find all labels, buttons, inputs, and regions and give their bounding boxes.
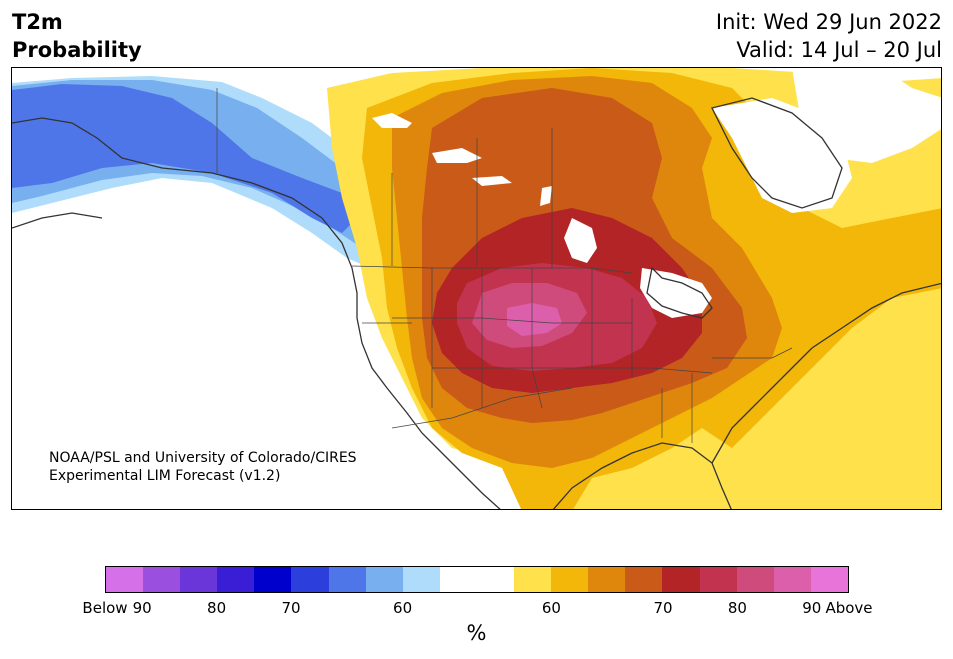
credit-line-1: NOAA/PSL and University of Colorado/CIRE… [49,450,357,466]
colorbar-above-6 [736,567,774,592]
colorbar-below-0 [106,567,144,592]
colorbar-below-8 [402,567,440,592]
colorbar-below-6 [328,567,366,592]
below-normal-region-alaska [12,76,412,273]
colorbar-above-2 [588,567,626,592]
colorbar-tick-label: Below [82,599,128,617]
chart-title: T2m Probability [12,8,142,64]
colorbar-neutral [439,567,515,592]
init-date: Init: Wed 29 Jun 2022 [715,10,942,34]
credit-line-2: Experimental LIM Forecast (v1.2) [49,468,281,484]
colorbar-below-4 [254,567,292,592]
colorbar-tick-label: 80 [207,599,227,617]
colorbar-below-2 [180,567,218,592]
colorbar-tick-label: 90 [802,599,822,617]
credit-text: NOAA/PSL and University of Colorado/CIRE… [49,449,357,485]
colorbar-above-7 [773,567,811,592]
colorbar-below-1 [143,567,181,592]
colorbar-above-1 [551,567,589,592]
map-svg [12,68,941,509]
colorbar-tick-label: Above [825,599,873,617]
title-line-variable: T2m [12,10,63,34]
colorbar-below-7 [365,567,403,592]
valid-date: Valid: 14 Jul – 20 Jul [736,38,942,62]
colorbar-below-3 [217,567,255,592]
colorbar-tick-label: 70 [281,599,301,617]
colorbar-above-8 [810,567,848,592]
colorbar-above-3 [625,567,663,592]
coastlines [12,97,941,509]
title-line-type: Probability [12,38,142,62]
forecast-dates: Init: Wed 29 Jun 2022 Valid: 14 Jul – 20… [716,8,942,64]
colorbar [105,566,849,593]
colorbar-below-5 [291,567,329,592]
colorbar-tick-label: 80 [727,599,747,617]
colorbar-tick-label: 70 [653,599,673,617]
colorbar-ticks: Below 90 80 70 60 60 70 80 90 Above [82,599,872,619]
colorbar-above-0 [514,567,552,592]
colorbar-units: % [466,621,487,645]
political-borders [216,88,793,443]
probability-map [11,67,942,510]
colorbar-tick-label: 60 [541,599,561,617]
colorbar-above-5 [699,567,737,592]
colorbar-tick-label: 90 [132,599,152,617]
colorbar-tick-label: 60 [393,599,413,617]
colorbar-above-4 [662,567,700,592]
water-bodies [372,68,941,318]
